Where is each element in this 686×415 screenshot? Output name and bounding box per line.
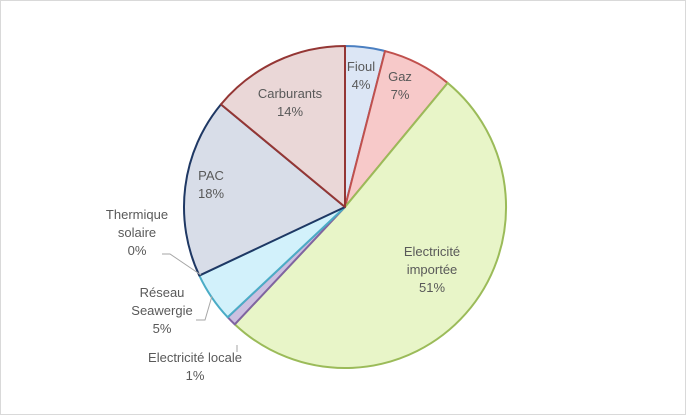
pie-slice-pac <box>182 103 346 277</box>
data-label-pac: PAC 18% <box>198 168 224 201</box>
data-label-gaz: Gaz 7% <box>388 69 412 102</box>
data-label-carburants: Carburants 14% <box>258 86 323 119</box>
data-label-electricit-locale: Electricité locale 1% <box>148 350 242 383</box>
leader-lines <box>162 253 238 352</box>
data-label-fioul: Fioul 4% <box>347 59 375 92</box>
pie-slice-electricit-import-e <box>233 81 507 369</box>
data-label-r-seau-seawergie: Réseau Seawergie 5% <box>131 285 192 336</box>
leader-line-r-seau-seawergie <box>196 295 213 321</box>
data-label-thermique-solaire: Thermique solaire 0% <box>106 207 168 258</box>
leader-line-thermique-solaire <box>162 253 202 276</box>
pie-slices <box>182 45 507 369</box>
pie-slice-carburants <box>219 45 346 208</box>
data-labels: Fioul 4% Gaz 7% Electricité importée 51% Electr… <box>106 59 460 383</box>
data-label-electricit-import-e: Electricité importée 51% <box>404 244 460 295</box>
